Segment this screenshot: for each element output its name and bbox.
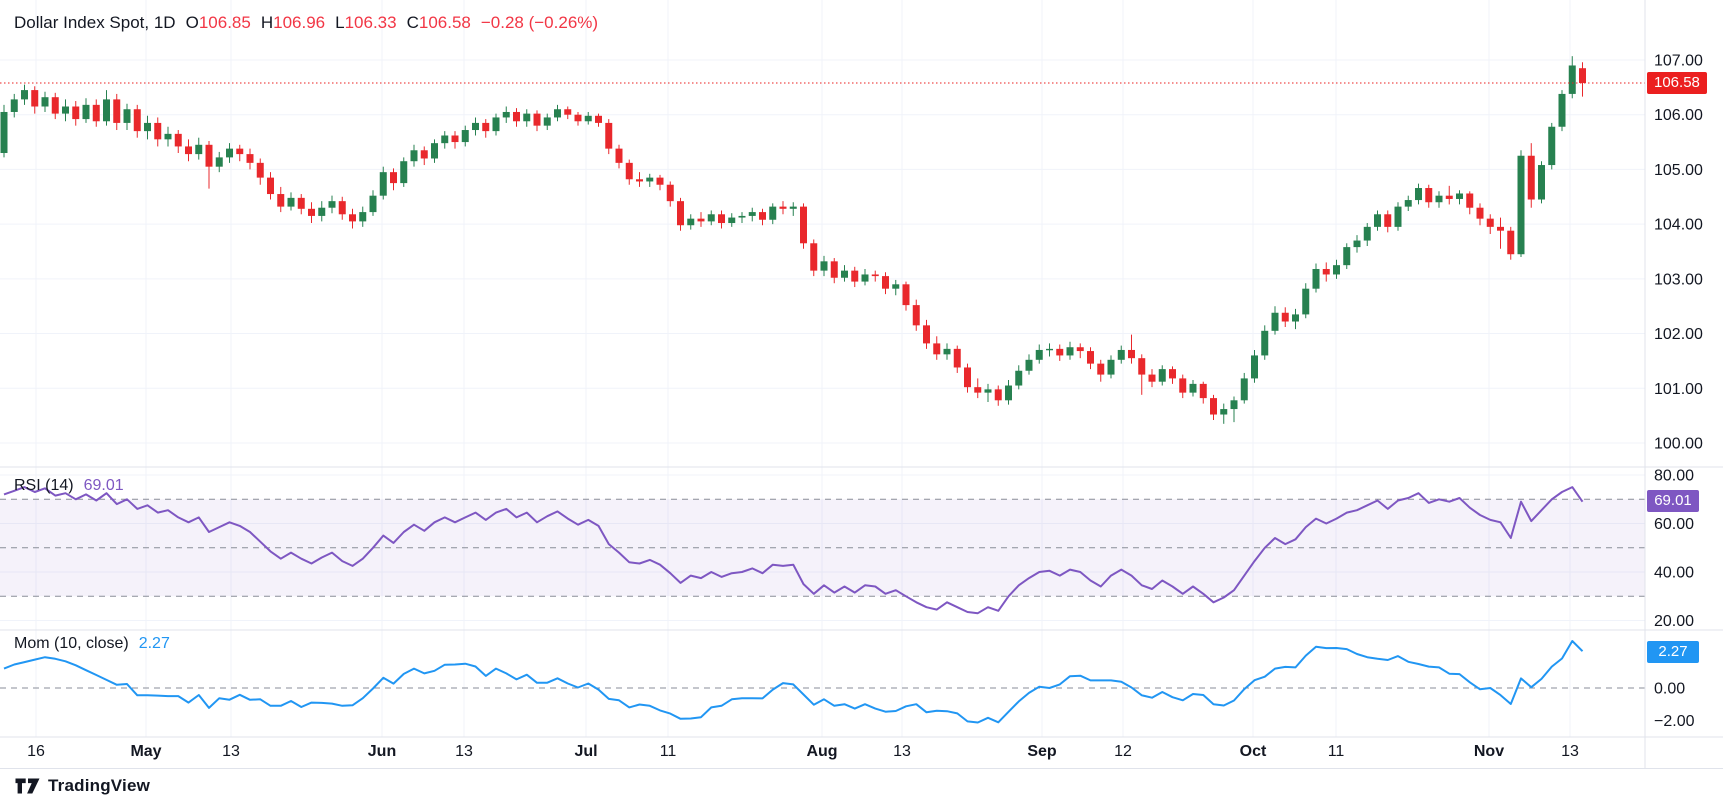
svg-text:102.00: 102.00	[1654, 326, 1703, 343]
svg-text:Jul: Jul	[574, 743, 597, 760]
open-value: 106.85	[198, 13, 251, 32]
svg-text:106.00: 106.00	[1654, 107, 1703, 124]
high-readout: H106.96	[261, 13, 325, 33]
momentum-layer	[0, 640, 1645, 724]
momentum-legend-label: Mom (10, close)	[14, 635, 129, 652]
grid-layer	[0, 0, 1645, 737]
momentum-value-badge: 2.27	[1647, 641, 1699, 663]
open-readout: O106.85	[186, 13, 251, 33]
svg-text:60.00: 60.00	[1654, 516, 1694, 533]
momentum-legend-value: 2.27	[138, 635, 170, 652]
separator-layer	[0, 0, 1723, 768]
svg-text:0.00: 0.00	[1654, 681, 1685, 698]
rsi-legend-label: RSI (14)	[14, 477, 74, 494]
rsi-layer	[0, 486, 1645, 615]
svg-text:Nov: Nov	[1474, 743, 1504, 760]
svg-text:105.00: 105.00	[1654, 162, 1703, 179]
footer-bar: TradingView	[0, 768, 1723, 803]
svg-text:107.00: 107.00	[1654, 53, 1703, 70]
rsi-value-badge: 69.01	[1647, 490, 1699, 512]
svg-text:Aug: Aug	[806, 743, 837, 760]
svg-text:May: May	[130, 743, 161, 760]
high-label: H	[260, 13, 274, 32]
close-value: 106.58	[418, 13, 471, 32]
rsi-legend-value: 69.01	[83, 477, 124, 494]
momentum-legend: Mom (10, close) 2.27	[14, 635, 170, 653]
low-readout: L106.33	[335, 13, 396, 33]
tradingview-logo-icon[interactable]	[15, 778, 40, 794]
axis-label-layer: 107.00 106.00 105.00 104.00 103.00 102.00 101.…	[27, 53, 1703, 761]
svg-text:11: 11	[1328, 743, 1345, 760]
change-value: −0.28 (−0.26%)	[480, 13, 599, 32]
tradingview-brand-text[interactable]: TradingView	[48, 776, 151, 795]
svg-text:100.00: 100.00	[1654, 435, 1703, 452]
main-chart-legend: Dollar Index Spot, 1D O106.85 H106.96 L1…	[14, 13, 598, 33]
svg-text:40.00: 40.00	[1654, 565, 1694, 582]
svg-text:80.00: 80.00	[1654, 468, 1694, 485]
svg-text:13: 13	[1561, 743, 1579, 760]
svg-text:Sep: Sep	[1027, 743, 1057, 760]
svg-text:101.00: 101.00	[1654, 381, 1703, 398]
svg-text:Oct: Oct	[1240, 743, 1267, 760]
svg-text:104.00: 104.00	[1654, 217, 1703, 234]
svg-text:20.00: 20.00	[1654, 613, 1694, 630]
low-value: 106.33	[344, 13, 397, 32]
svg-text:13: 13	[455, 743, 473, 760]
open-label: O	[185, 13, 199, 32]
high-value: 106.96	[273, 13, 326, 32]
close-label: C	[406, 13, 419, 32]
low-label: L	[335, 13, 345, 32]
symbol-title: Dollar Index Spot, 1D	[14, 13, 176, 32]
candles-layer	[0, 56, 1586, 424]
svg-text:11: 11	[660, 743, 677, 760]
svg-text:12: 12	[1114, 743, 1132, 760]
svg-text:103.00: 103.00	[1654, 271, 1703, 288]
rsi-legend: RSI (14) 69.01	[14, 477, 124, 495]
svg-text:16: 16	[27, 743, 45, 760]
svg-text:13: 13	[222, 743, 240, 760]
svg-text:−2.00: −2.00	[1654, 713, 1695, 730]
svg-text:Jun: Jun	[368, 743, 396, 760]
svg-text:13: 13	[893, 743, 911, 760]
close-readout: C106.58	[407, 13, 471, 33]
last-price-badge: 106.58	[1647, 72, 1707, 94]
